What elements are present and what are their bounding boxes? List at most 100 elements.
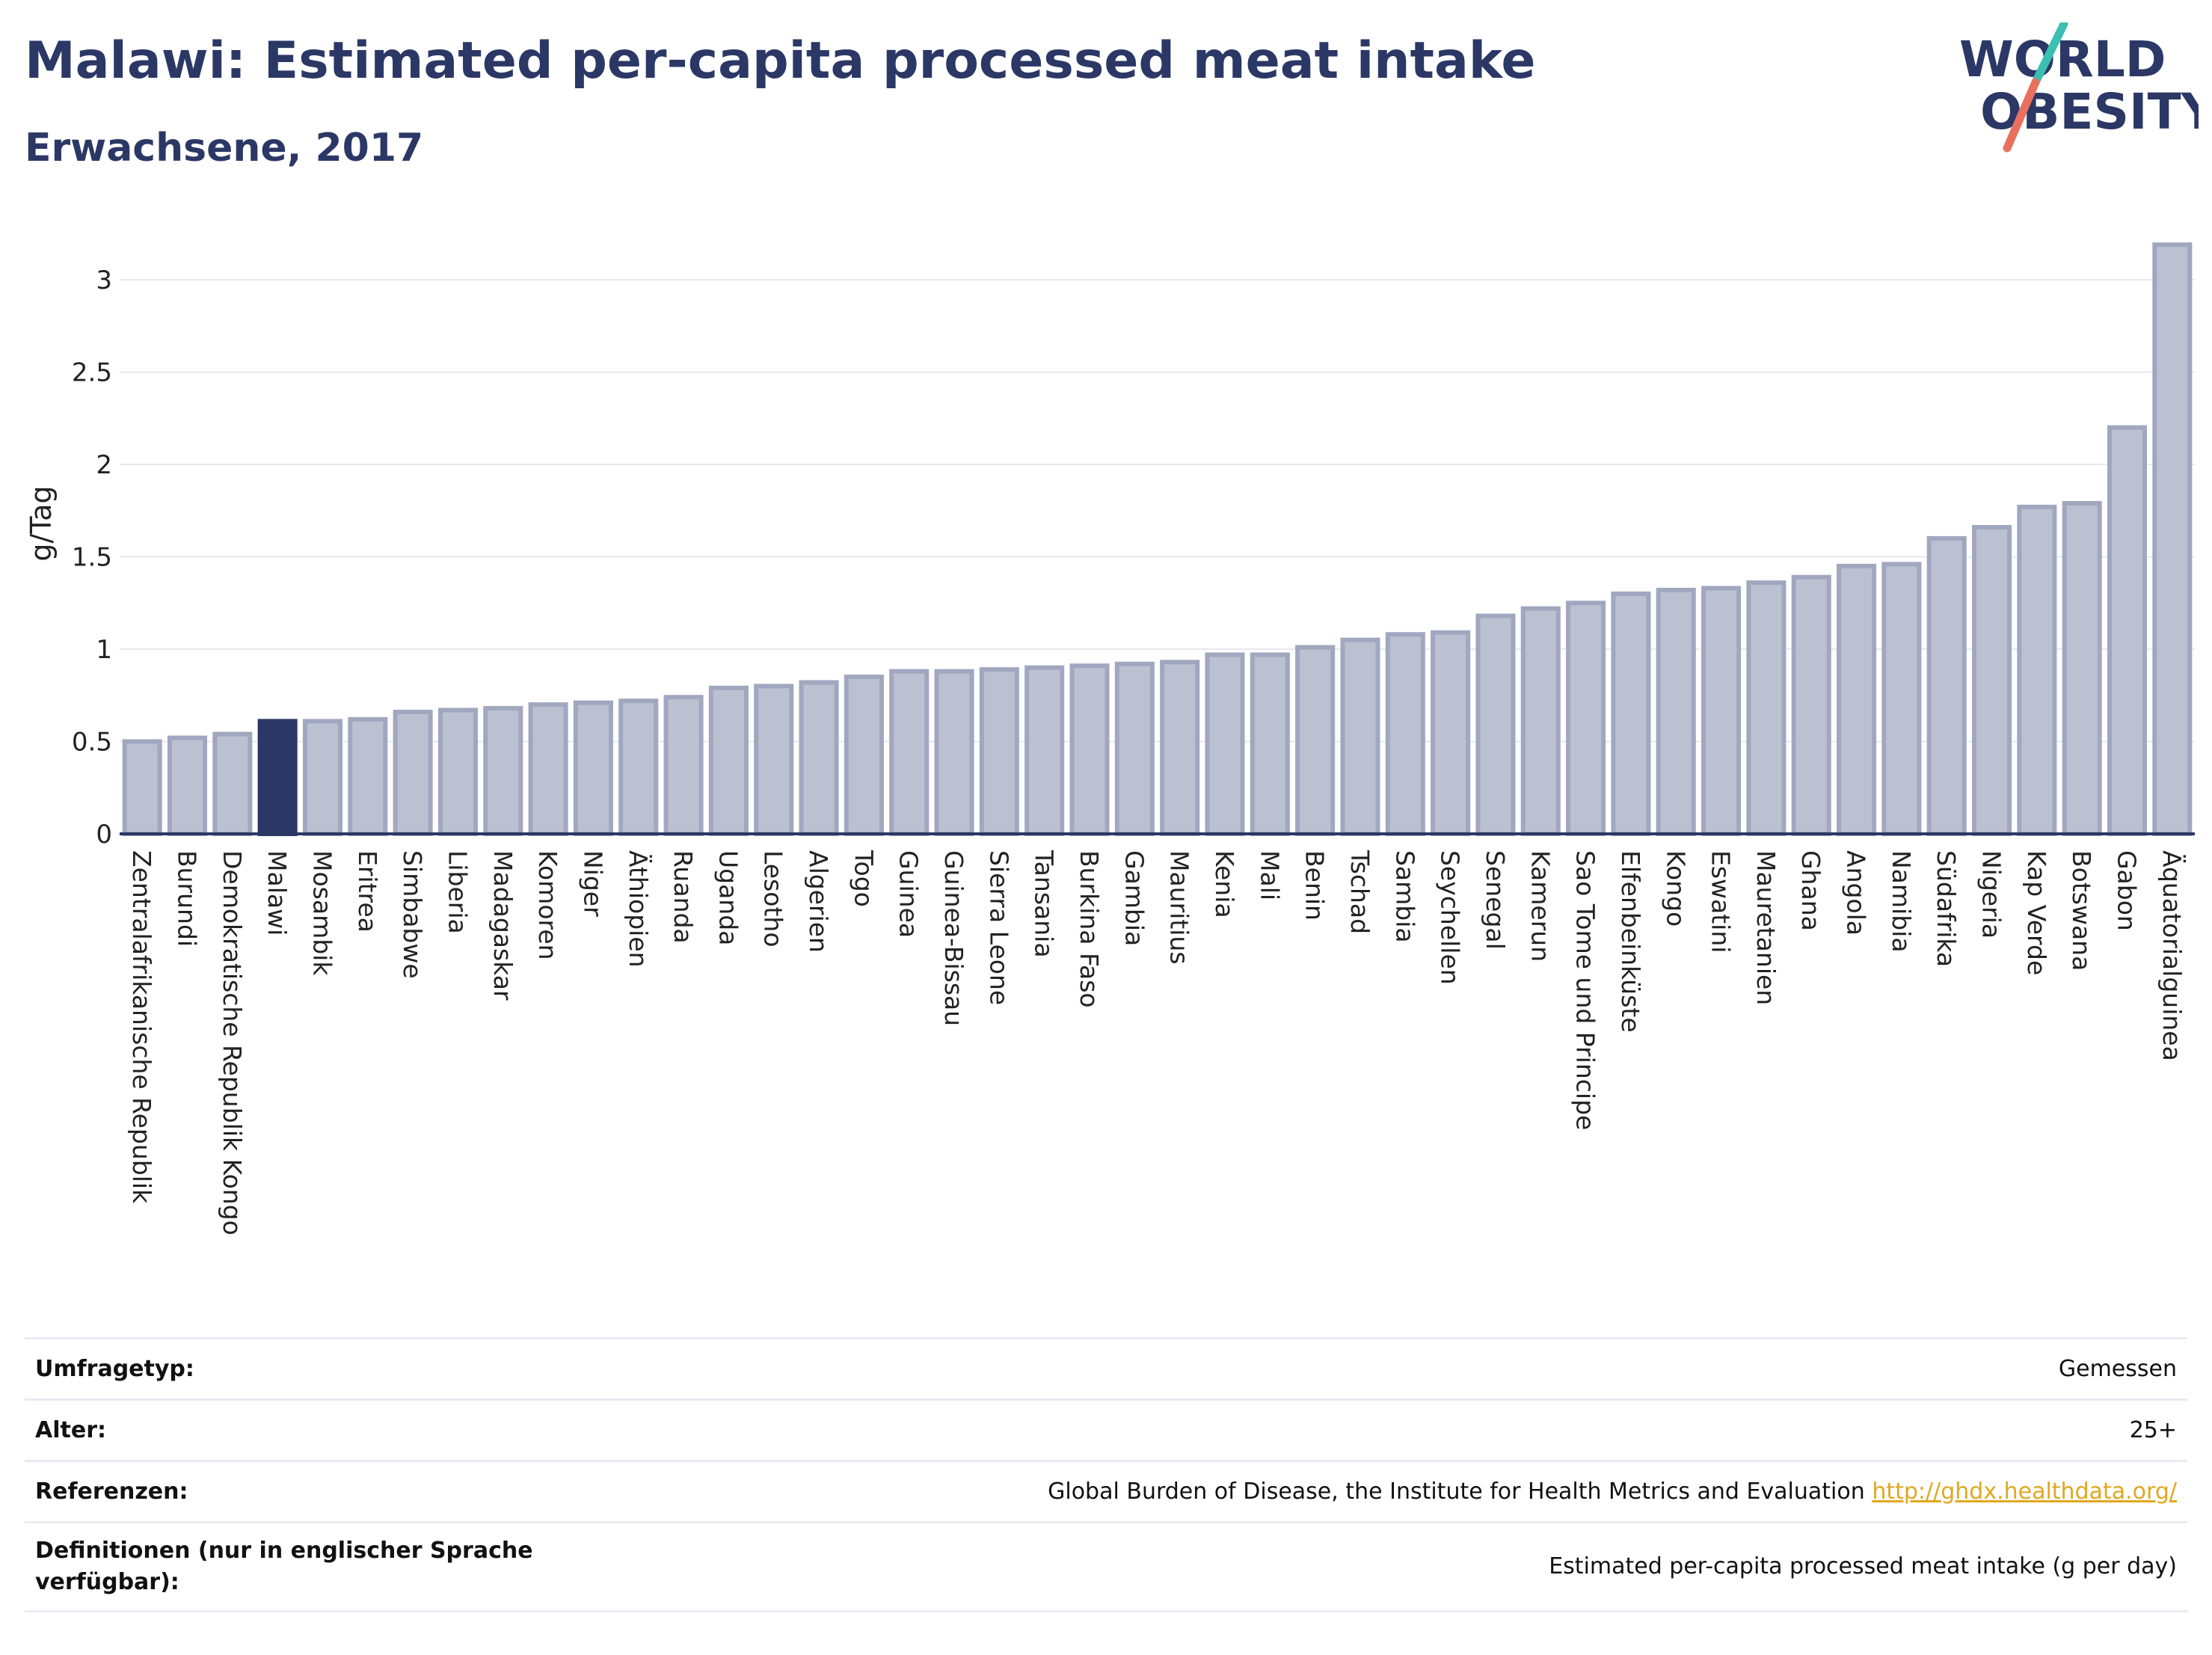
metadata-value: Global Burden of Disease, the Institute … (1048, 1476, 2187, 1508)
bar[interactable] (212, 731, 253, 836)
bar[interactable] (1024, 665, 1065, 837)
metadata-key: Referenzen: (35, 1478, 188, 1505)
y-axis-label: g/Tag (25, 485, 58, 561)
bar[interactable] (799, 680, 839, 837)
bar[interactable] (1475, 613, 1516, 836)
bar[interactable] (1250, 652, 1290, 836)
x-tick-label: Tschad (1345, 850, 1374, 934)
x-tick-label: Ghana (1796, 850, 1825, 931)
bar[interactable] (1295, 645, 1336, 836)
x-tick-label: Sambia (1390, 850, 1419, 943)
x-tick-label: Mosambik (307, 850, 337, 976)
bars (122, 242, 2193, 837)
bar[interactable] (1881, 562, 1922, 836)
y-tick-label: 2.5 (72, 358, 112, 388)
x-tick-label: Algerien (804, 850, 833, 953)
bar[interactable] (122, 739, 162, 836)
bar-highlighted[interactable] (257, 719, 298, 837)
x-tick-label: Komoren (533, 850, 562, 960)
x-tick-label: Guinea (894, 850, 924, 938)
bar[interactable] (1701, 586, 1742, 836)
x-tick-label: Südafrika (1932, 850, 1961, 967)
bar[interactable] (979, 667, 1019, 836)
bar[interactable] (437, 707, 478, 836)
bar[interactable] (1069, 663, 1110, 836)
logo-slash-bottom (2003, 78, 2040, 153)
x-tick-label: Kamerun (1526, 850, 1555, 962)
metadata-key: Definitionen (nur in englischer Sprache … (35, 1538, 533, 1595)
x-tick-label: Togo (849, 850, 878, 907)
world-obesity-logo: WORLD OBESITY (1959, 22, 2199, 153)
bar[interactable] (844, 675, 884, 836)
bar[interactable] (1837, 563, 1877, 836)
bar[interactable] (1340, 637, 1380, 836)
metadata-row: Umfragetyp: Gemessen (25, 1337, 2187, 1398)
metadata-value: Estimated per-capita processed meat inta… (1549, 1551, 2187, 1582)
bar[interactable] (1972, 525, 2012, 836)
bar[interactable] (483, 706, 523, 836)
bar[interactable] (2017, 504, 2057, 836)
x-tick-label: Gabon (2113, 850, 2142, 931)
metadata-value: Gemessen (2059, 1354, 2187, 1385)
bar[interactable] (1114, 661, 1155, 837)
x-tick-label: Madagaskar (488, 850, 517, 1001)
x-tick-label: Mali (1255, 850, 1284, 900)
bar[interactable] (348, 716, 388, 836)
chart-title: Malawi: Estimated per-capita processed m… (25, 31, 1536, 90)
bar[interactable] (528, 702, 568, 836)
bar[interactable] (1791, 574, 1831, 836)
bar[interactable] (1205, 652, 1245, 836)
bar[interactable] (167, 735, 208, 836)
x-tick-label: Senegal (1481, 850, 1510, 950)
metadata-row: Referenzen: Global Burden of Disease, the… (25, 1460, 2187, 1521)
logo-line1: WORLD (1959, 31, 2166, 88)
bar[interactable] (889, 669, 930, 837)
y-tick-label: 1 (96, 635, 112, 665)
x-tick-label: Simbabwe (398, 850, 427, 979)
bar[interactable] (393, 710, 433, 836)
metadata-value-text: Global Burden of Disease, the Institute … (1048, 1478, 1865, 1505)
bar[interactable] (1160, 660, 1200, 836)
y-tick-label: 0 (96, 820, 112, 850)
bar[interactable] (573, 700, 613, 836)
bar[interactable] (1656, 588, 1696, 836)
x-tick-label: Kongo (1661, 850, 1690, 927)
bar[interactable] (2152, 242, 2193, 836)
x-tick-label: Botswana (2067, 850, 2096, 971)
bar[interactable] (2062, 500, 2102, 836)
metadata-value-text: Estimated per-capita processed meat inta… (1549, 1553, 2177, 1579)
bar[interactable] (1746, 580, 1787, 836)
x-tick-label: Sierra Leone (984, 850, 1013, 1005)
bar[interactable] (2107, 425, 2148, 836)
logo-slash-top (2031, 22, 2068, 87)
x-tick-label: Eswatini (1706, 850, 1736, 953)
bar[interactable] (302, 719, 342, 837)
metadata-key: Umfragetyp: (35, 1355, 194, 1382)
metadata-row: Definitionen (nur in englischer Sprache … (25, 1521, 2187, 1612)
chart-subtitle: Erwachsene, 2017 (25, 126, 424, 171)
bar[interactable] (1566, 601, 1606, 837)
bar[interactable] (1431, 630, 1471, 836)
bar-chart: 0 0.5 1 1.5 2 2.5 3 Zentralafrikanische Republ… (25, 242, 2195, 1235)
bar[interactable] (1385, 632, 1425, 836)
x-tick-label: Seychellen (1436, 850, 1465, 985)
bar[interactable] (708, 685, 749, 836)
x-tick-label: Malawi (262, 850, 292, 936)
x-tick-label: Lesotho (759, 850, 788, 948)
bar[interactable] (663, 695, 704, 836)
bar[interactable] (1520, 606, 1561, 836)
x-tick-label: Kenia (1210, 850, 1239, 918)
bar[interactable] (934, 669, 974, 837)
reference-link[interactable]: http://ghdx.healthdata.org/ (1872, 1478, 2177, 1505)
metadata-value: 25+ (2130, 1415, 2187, 1446)
x-tick-label: Nigeria (1977, 850, 2006, 939)
x-tick-label: Kap Verde (2022, 850, 2051, 975)
bar[interactable] (1611, 591, 1651, 836)
y-axis-ticks: 0 0.5 1 1.5 2 2.5 3 (72, 265, 112, 850)
bar[interactable] (618, 698, 659, 836)
x-tick-label: Liberia (443, 850, 472, 934)
y-tick-label: 3 (96, 265, 112, 295)
bar[interactable] (754, 684, 794, 837)
bar[interactable] (1926, 535, 1967, 837)
x-tick-label: Angola (1842, 850, 1871, 936)
